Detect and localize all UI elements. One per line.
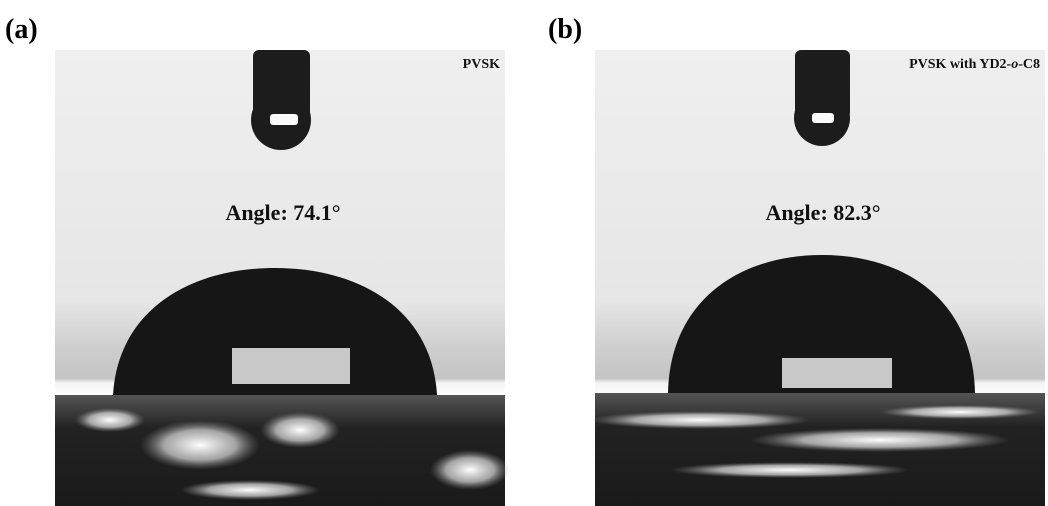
photo-b [590, 50, 1045, 506]
angle-label: Angle: 82.3° [765, 200, 880, 225]
sample-text: PVSK with YD2- [909, 57, 1011, 72]
sample-text: -C8 [1018, 57, 1040, 72]
figure: (a) PVSK Angle: 74.1° (b) PVSK with YD2-… [0, 0, 1048, 506]
panel-label: (b) [548, 14, 582, 45]
panel-label: (a) [5, 14, 38, 45]
angle-label: Angle: 74.1° [225, 200, 340, 225]
sample-text: o [1011, 57, 1018, 72]
sample-label: PVSK with YD2-o-C8 [909, 57, 1040, 72]
sample-label: PVSK [463, 57, 500, 72]
sample-text: PVSK [463, 57, 500, 72]
photo-a [55, 50, 510, 506]
